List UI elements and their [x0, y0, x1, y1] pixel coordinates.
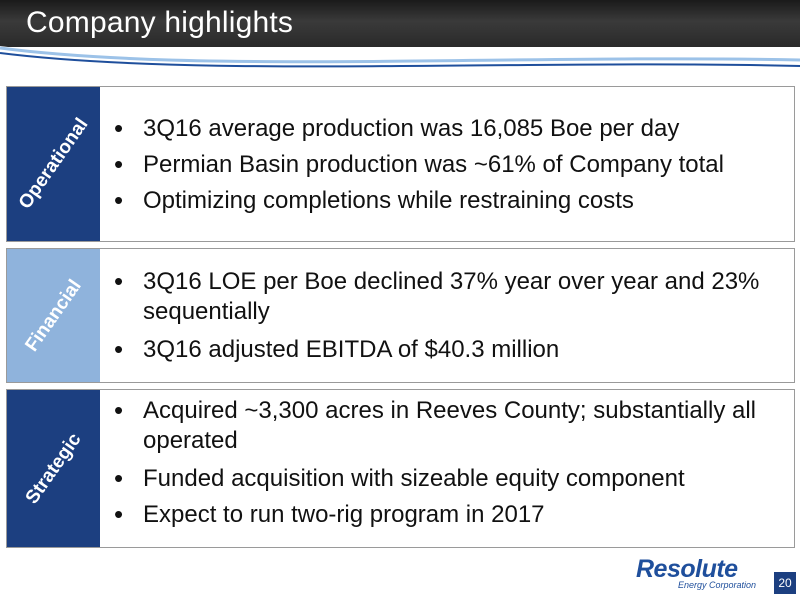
section-operational: Operational 3Q16 average production was …	[6, 86, 795, 242]
section-financial: Financial 3Q16 LOE per Boe declined 37% …	[6, 248, 795, 383]
bullet-list: 3Q16 average production was 16,085 Boe p…	[111, 113, 786, 216]
bullet-item: 3Q16 adjusted EBITDA of $40.3 million	[111, 334, 786, 365]
page-number: 20	[774, 572, 796, 594]
bullet-item: Optimizing completions while restraining…	[111, 185, 786, 216]
section-body: Acquired ~3,300 acres in Reeves County; …	[111, 390, 786, 547]
section-body: 3Q16 average production was 16,085 Boe p…	[111, 87, 786, 241]
section-label-text: Financial	[20, 275, 86, 355]
section-body: 3Q16 LOE per Boe declined 37% year over …	[111, 249, 786, 382]
section-label-strategic: Strategic	[7, 390, 100, 547]
bullet-item: 3Q16 LOE per Boe declined 37% year over …	[111, 266, 786, 327]
bullet-item: Expect to run two-rig program in 2017	[111, 499, 786, 530]
header-swoosh	[0, 46, 800, 80]
section-label-operational: Operational	[7, 87, 100, 241]
bullet-item: Acquired ~3,300 acres in Reeves County; …	[111, 395, 786, 456]
bullet-list: Acquired ~3,300 acres in Reeves County; …	[111, 395, 786, 530]
bullet-item: Funded acquisition with sizeable equity …	[111, 463, 786, 494]
company-logo: Resolute Energy Corporation	[636, 555, 776, 595]
bullet-item: Permian Basin production was ~61% of Com…	[111, 149, 786, 180]
section-label-financial: Financial	[7, 249, 100, 382]
title-bar: Company highlights	[0, 0, 800, 47]
bullet-list: 3Q16 LOE per Boe declined 37% year over …	[111, 266, 786, 365]
section-label-text: Operational	[14, 114, 92, 213]
logo-subtitle: Energy Corporation	[678, 580, 757, 590]
page-title: Company highlights	[26, 6, 294, 39]
logo-wordmark: Resolute	[636, 555, 738, 583]
bullet-item: 3Q16 average production was 16,085 Boe p…	[111, 113, 786, 144]
section-label-text: Strategic	[21, 428, 86, 508]
section-strategic: Strategic Acquired ~3,300 acres in Reeve…	[6, 389, 795, 548]
